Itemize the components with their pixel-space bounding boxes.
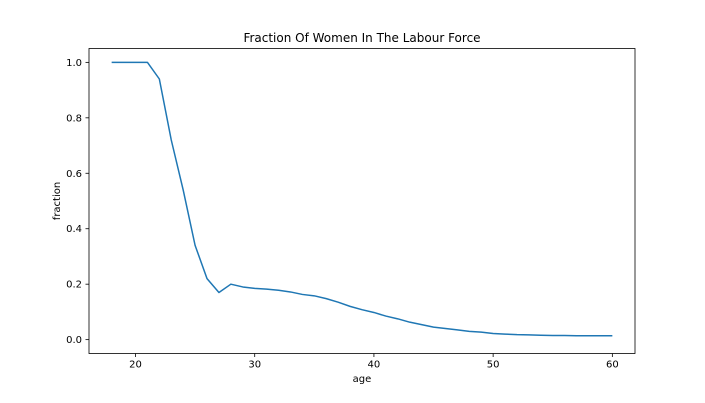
- x-axis: 20 30 40 50 60: [129, 353, 619, 371]
- y-tick-label: 0.6: [66, 169, 82, 180]
- chart-title: Fraction Of Women In The Labour Force: [243, 31, 480, 45]
- y-tick-label: 0.8: [66, 113, 82, 124]
- plot-area: [111, 61, 613, 337]
- y-axis: 0.0 0.2 0.4 0.6 0.8 1.0: [66, 58, 89, 346]
- y-axis-label: fraction: [52, 182, 63, 220]
- x-tick-label: 60: [606, 360, 619, 371]
- y-tick-label: 1.0: [66, 58, 82, 69]
- x-tick-label: 50: [487, 360, 500, 371]
- x-tick-label: 20: [129, 360, 142, 371]
- y-tick-label: 0.0: [66, 335, 82, 346]
- y-tick-label: 0.2: [66, 280, 82, 291]
- plot-frame: [88, 48, 636, 354]
- x-tick-label: 30: [248, 360, 261, 371]
- y-tick-label: 0.4: [66, 224, 82, 235]
- x-tick-label: 40: [368, 360, 381, 371]
- series-line-0: [111, 61, 613, 337]
- x-axis-label: age: [353, 374, 372, 385]
